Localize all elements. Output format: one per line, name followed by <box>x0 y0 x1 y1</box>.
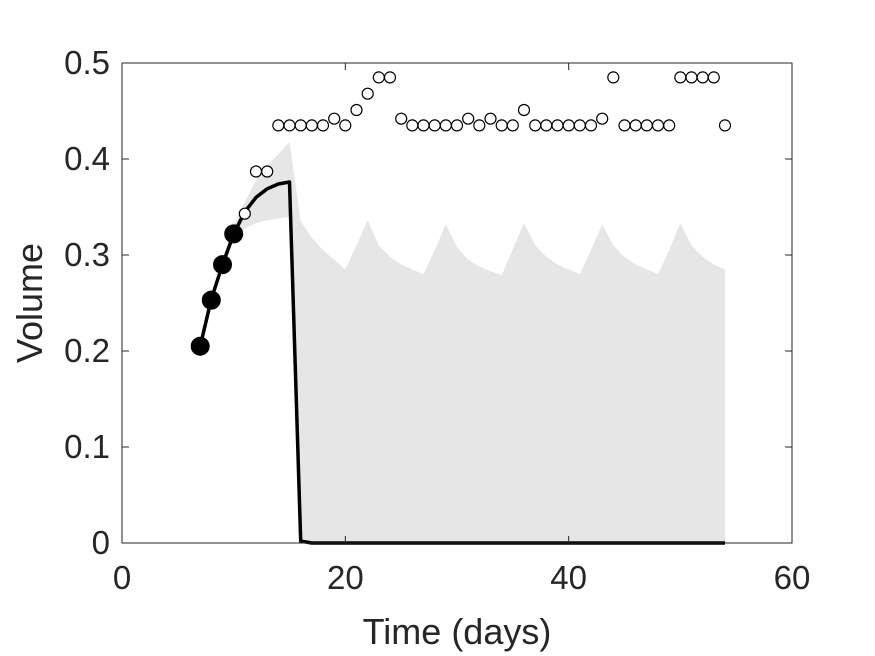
observed-point-open <box>339 119 352 132</box>
observed-point-open <box>316 119 330 132</box>
observed-point-open <box>249 165 263 178</box>
observed-point-open <box>428 119 441 132</box>
observed-point-open <box>607 71 620 84</box>
axes-layer <box>121 62 793 544</box>
observed-point-open <box>674 71 687 84</box>
y-tick-label: 0.4 <box>64 140 110 177</box>
observed-point-open <box>261 165 274 178</box>
observed-point-open <box>328 112 341 125</box>
observed-point-open <box>573 119 586 132</box>
tick-labels-layer: 0 20 40 60 0 0.1 0.2 0.3 0.4 0.5 <box>64 44 810 596</box>
x-tick-label: 20 <box>327 559 364 596</box>
observed-point-open <box>640 119 653 132</box>
observed-point-open <box>651 119 665 132</box>
observed-point-open <box>663 119 676 132</box>
observed-point-open <box>696 71 709 84</box>
y-tick-label: 0.2 <box>64 332 110 369</box>
observed-point-filled <box>213 255 232 275</box>
observed-point-open <box>484 112 497 125</box>
observed-point-open <box>395 112 408 125</box>
axes-box <box>121 62 793 544</box>
y-tick-label: 0.3 <box>64 236 110 273</box>
observed-point-open <box>361 87 374 100</box>
observed-point-open <box>417 119 430 132</box>
observed-point-open <box>596 112 609 125</box>
x-axis-label: Time (days) <box>363 611 552 652</box>
observed-point-open <box>450 119 464 132</box>
y-tick-label: 0.5 <box>64 44 110 81</box>
data-markers-layer <box>190 71 732 356</box>
observed-point-open <box>618 119 631 132</box>
observed-point-open <box>272 119 285 132</box>
observed-point-open <box>283 119 296 132</box>
observed-point-open <box>529 119 542 132</box>
observed-point-open <box>495 119 508 132</box>
y-axis-label: Volume <box>9 243 50 363</box>
observed-point-open <box>551 119 564 132</box>
x-tick-label: 60 <box>774 559 811 596</box>
observed-point-open <box>439 119 452 132</box>
x-tick-label: 0 <box>113 559 131 596</box>
observed-point-open <box>629 119 642 132</box>
observed-point-open <box>462 112 475 125</box>
observed-point-open <box>294 119 307 132</box>
observed-point-open <box>562 119 575 132</box>
y-tick-label: 0.1 <box>64 428 110 465</box>
observed-point-open <box>406 119 419 132</box>
confidence-band <box>200 141 725 543</box>
observed-point-open <box>685 71 698 84</box>
observed-point-open <box>372 71 385 84</box>
observed-point-open <box>238 207 251 220</box>
observed-point-filled <box>224 224 244 244</box>
observed-point-open <box>707 71 720 84</box>
observed-point-filled <box>190 336 210 356</box>
observed-point-open <box>383 71 397 84</box>
observed-point-open <box>584 119 598 132</box>
y-tick-label: 0 <box>92 524 110 561</box>
observed-point-filled <box>201 290 221 310</box>
confidence-band-layer <box>200 141 725 543</box>
observed-point-open <box>506 119 519 132</box>
observed-point-open <box>350 103 363 117</box>
x-tick-label: 40 <box>550 559 587 596</box>
observed-point-open <box>718 119 732 132</box>
observed-point-open <box>473 119 486 132</box>
observed-point-open <box>305 119 318 132</box>
observed-point-open <box>540 119 553 132</box>
observed-point-open <box>517 103 531 117</box>
